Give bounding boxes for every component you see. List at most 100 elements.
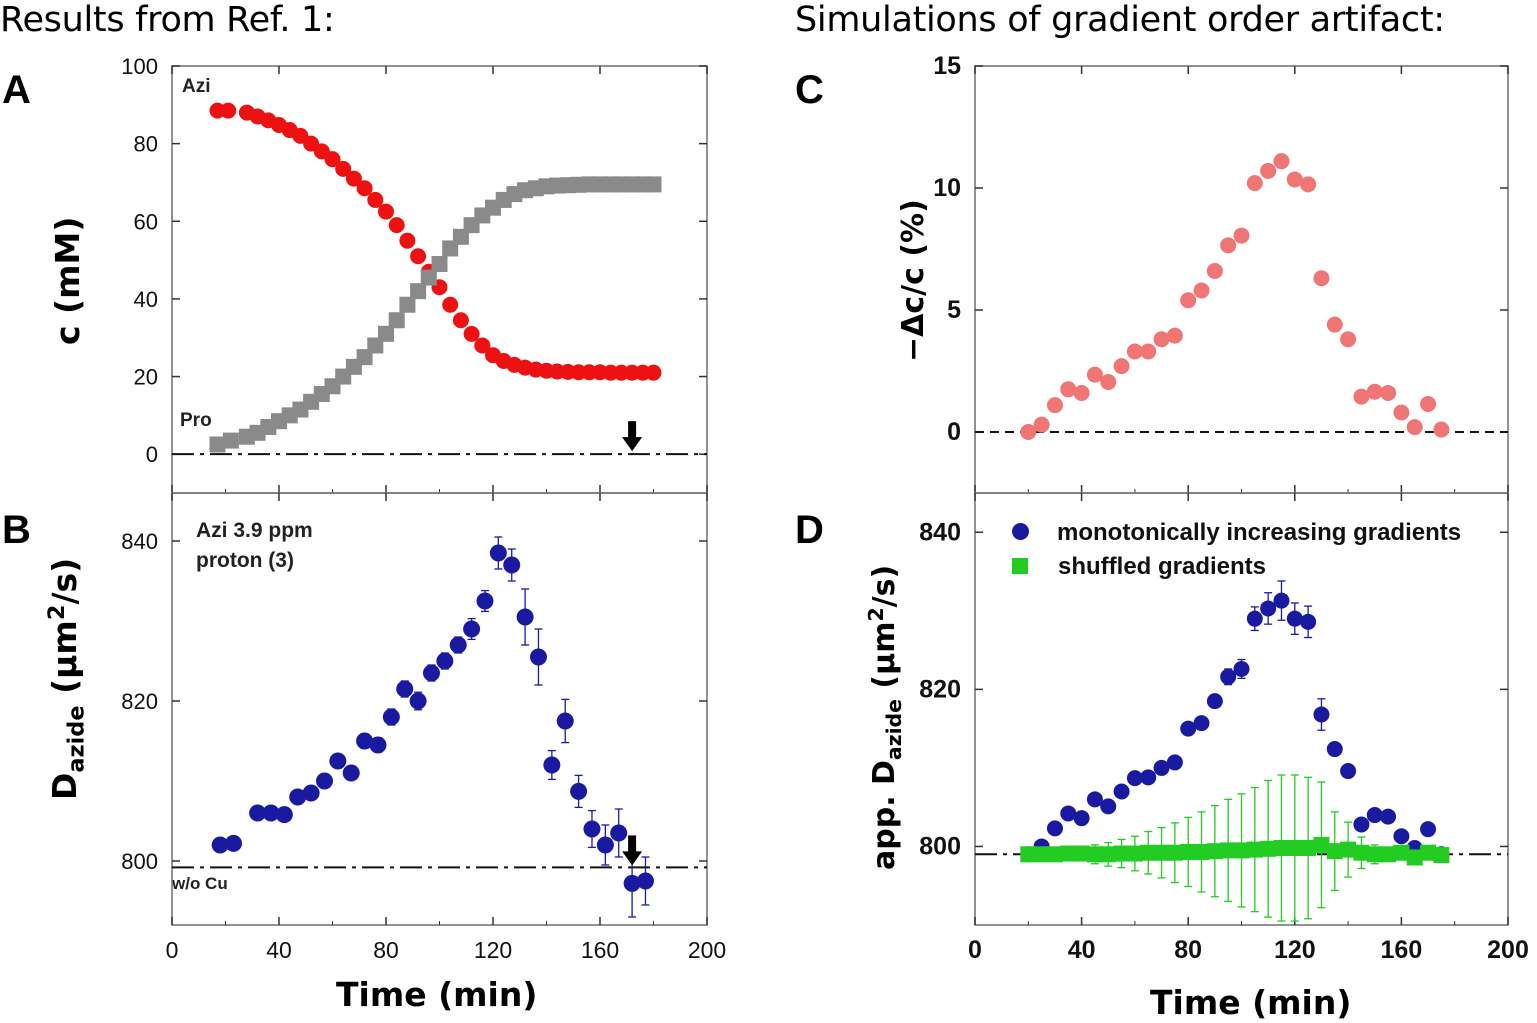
data-point: [1193, 715, 1210, 732]
data-point: [356, 732, 374, 750]
data-point: [1140, 844, 1157, 861]
data-point: [225, 834, 243, 852]
legend-item-monotonic: monotonically increasing gradients: [1012, 519, 1461, 547]
data-point: [452, 312, 469, 329]
data-point: [275, 806, 293, 824]
data-point: [1286, 610, 1303, 627]
data-point: [1233, 842, 1250, 859]
data-point: [1260, 840, 1277, 857]
panel-a-azi-label: Azi: [182, 76, 211, 97]
data-point: [1100, 846, 1117, 863]
data-point: [1113, 783, 1130, 800]
left-xlabel: Time (min): [336, 975, 538, 1014]
data-point: [1233, 227, 1250, 244]
data-point: [1153, 331, 1170, 348]
data-point: [1380, 846, 1397, 863]
series-a-1: [209, 176, 662, 453]
data-point: [1380, 808, 1397, 825]
right-heading: Simulations of gradient order artifact:: [795, 0, 1445, 40]
data-point: [636, 872, 654, 890]
data-point: [315, 772, 333, 790]
data-point: [1353, 844, 1370, 861]
data-point: [249, 804, 267, 822]
data-point: [610, 824, 628, 842]
data-point: [1020, 846, 1037, 863]
data-point: [1153, 844, 1170, 861]
data-point: [1366, 807, 1383, 824]
panel-d: 800 820 840 0 40 80 120 160 200: [919, 492, 1529, 964]
left-heading: Results from Ref. 1:: [0, 0, 335, 40]
y-tick-label: 800: [919, 832, 961, 860]
data-point: [442, 296, 459, 313]
data-point: [367, 191, 384, 208]
x-tick-label: 0: [166, 937, 179, 963]
data-point: [1406, 419, 1423, 436]
data-point: [1086, 366, 1103, 383]
data-point: [1073, 810, 1090, 827]
series-c-0: [1020, 153, 1450, 440]
data-point: [1313, 706, 1330, 723]
data-point: [1140, 769, 1157, 786]
y-tick-label: 840: [121, 529, 158, 554]
data-point: [503, 556, 521, 574]
data-point: [1206, 843, 1223, 860]
data-point: [329, 752, 347, 770]
panel-a: 0 20 40 60 80 100: [121, 54, 708, 494]
data-point: [220, 102, 237, 119]
data-point: [623, 874, 641, 892]
data-point: [1340, 763, 1357, 780]
data-point: [516, 608, 534, 626]
data-point: [529, 648, 547, 666]
data-point: [1313, 836, 1330, 853]
data-point: [1246, 841, 1263, 858]
data-point: [1193, 843, 1210, 860]
data-point: [1060, 845, 1077, 862]
data-point: [1046, 820, 1063, 837]
data-point: [1180, 292, 1197, 309]
data-point: [556, 712, 574, 730]
data-point: [209, 436, 226, 453]
data-point: [211, 836, 229, 854]
panel-letter-c: C: [795, 68, 824, 112]
data-point: [1393, 844, 1410, 861]
series-d-0: [1020, 580, 1450, 863]
data-point: [369, 736, 387, 754]
data-point: [335, 160, 352, 177]
data-point: [1340, 841, 1357, 858]
x-tick-label: 120: [474, 937, 512, 963]
data-point: [1313, 270, 1330, 287]
data-point: [1300, 840, 1317, 857]
data-point: [645, 364, 662, 381]
data-point: [436, 652, 454, 670]
data-point: [1260, 600, 1277, 617]
panel-b-note-line1: Azi 3.9 ppm: [196, 519, 313, 542]
data-point: [399, 232, 416, 249]
y-tick-label: 820: [919, 675, 961, 703]
y-tick-label: 0: [146, 442, 158, 467]
data-point: [1286, 171, 1303, 188]
data-point: [1393, 404, 1410, 421]
data-point: [342, 764, 360, 782]
data-point: [378, 203, 394, 220]
data-point: [570, 782, 588, 800]
arrow-down-icon-head: [622, 851, 643, 866]
data-point: [1273, 840, 1290, 857]
data-point: [420, 269, 437, 286]
data-point: [1126, 845, 1143, 862]
data-point: [262, 804, 280, 822]
data-point: [1166, 754, 1183, 771]
y-tick-label: 820: [121, 689, 158, 714]
data-point: [1326, 316, 1343, 333]
series-b-0: [211, 536, 654, 918]
data-point: [1166, 844, 1183, 861]
data-point: [1113, 358, 1130, 375]
data-point: [356, 180, 373, 197]
legend-label-monotonic: monotonically increasing gradients: [1057, 519, 1462, 546]
x-tick-label: 40: [266, 937, 292, 963]
data-point: [463, 325, 480, 342]
y-tick-label: 800: [121, 849, 158, 874]
data-point: [1073, 384, 1090, 401]
data-point: [1166, 327, 1183, 344]
data-point: [1420, 395, 1437, 412]
series-a-0: [209, 102, 662, 381]
